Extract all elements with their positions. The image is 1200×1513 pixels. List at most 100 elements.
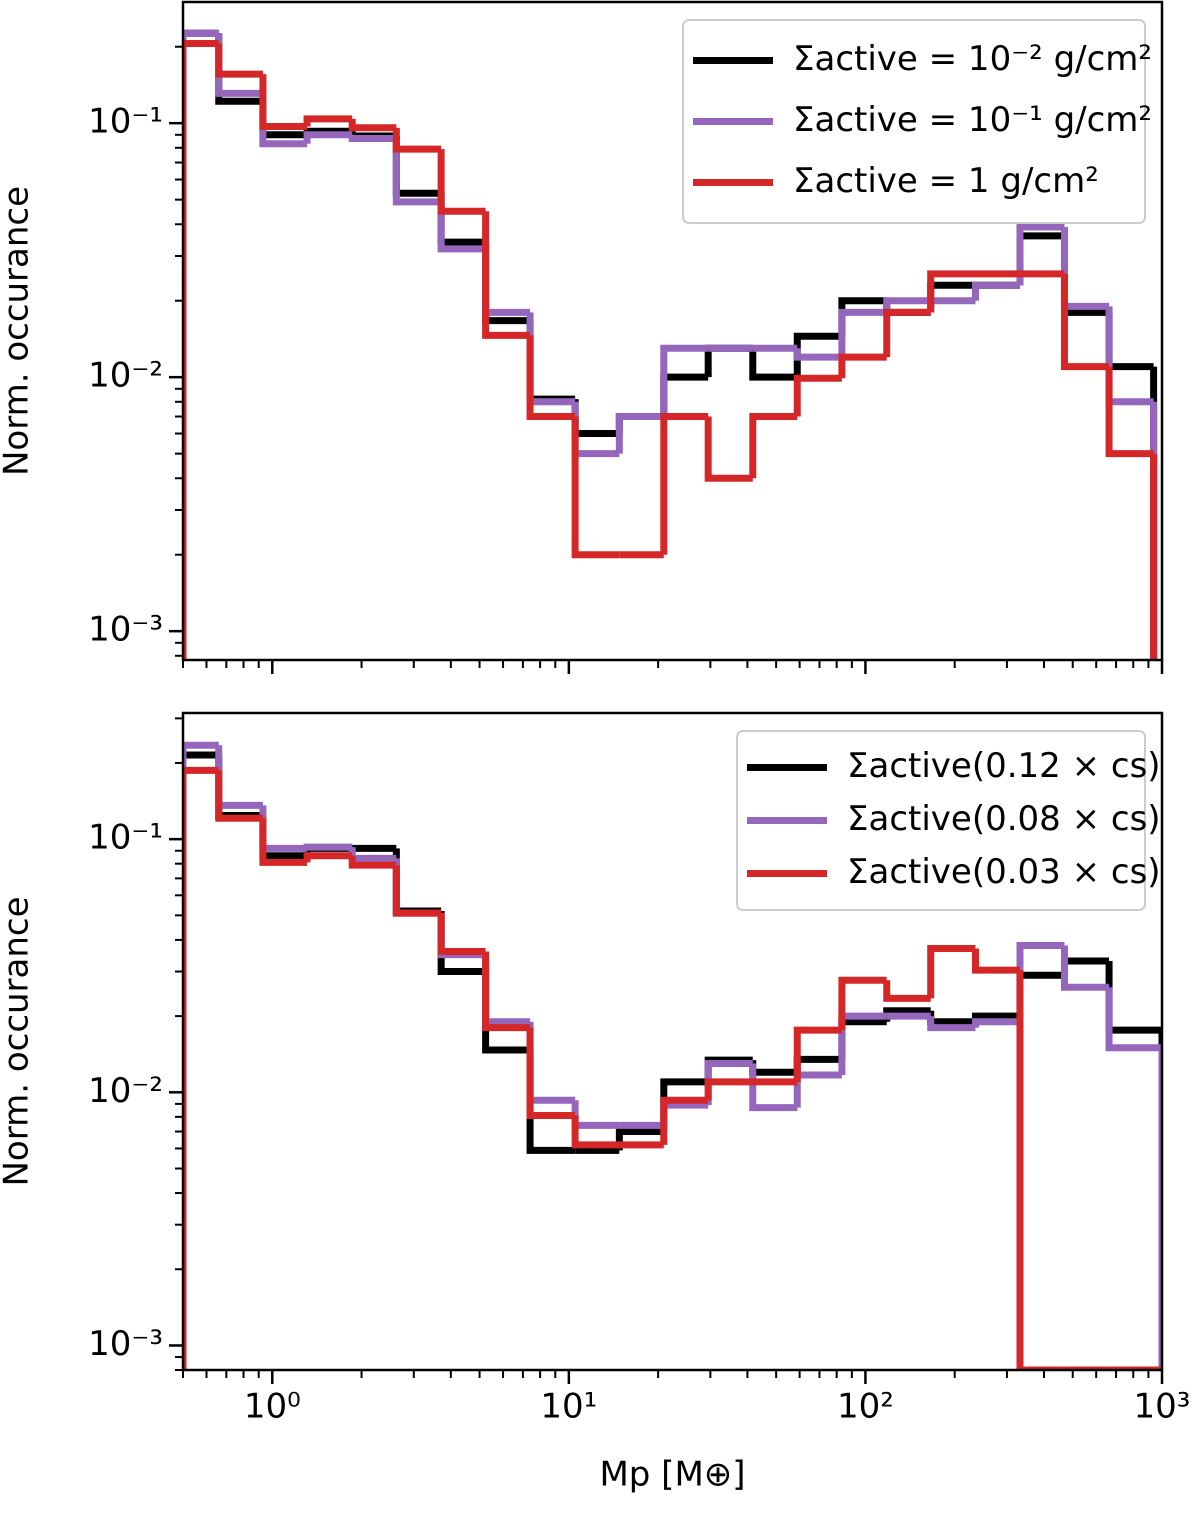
histogram-step bbox=[437, 149, 486, 215]
histogram-step bbox=[482, 211, 531, 339]
histogram-step bbox=[571, 1115, 620, 1149]
y-tick-label: 10⁻³ bbox=[88, 1324, 163, 1364]
histogram-step bbox=[303, 852, 353, 863]
histogram-step bbox=[838, 308, 887, 358]
histogram-step bbox=[1016, 223, 1065, 286]
histogram-step bbox=[215, 43, 263, 78]
histogram-step bbox=[749, 1060, 798, 1076]
histogram-step bbox=[1105, 312, 1154, 371]
histogram-step bbox=[1016, 970, 1065, 1370]
histogram-step bbox=[838, 353, 887, 379]
histogram-step bbox=[793, 1055, 842, 1073]
histogram-step bbox=[392, 858, 442, 917]
histogram-step bbox=[183, 29, 219, 660]
histogram-step bbox=[348, 855, 397, 869]
histogram-step bbox=[1016, 232, 1065, 286]
histogram-step bbox=[183, 751, 219, 1370]
histogram-step bbox=[215, 33, 263, 97]
histogram-step bbox=[793, 332, 842, 378]
histogram-step bbox=[348, 118, 397, 132]
histogram-step bbox=[1105, 306, 1154, 406]
histogram-step bbox=[1060, 227, 1110, 310]
histogram-step bbox=[526, 1027, 576, 1119]
histogram-step bbox=[660, 344, 709, 417]
histogram-step bbox=[348, 134, 397, 143]
legend-label: Σactive(0.03 × cs) bbox=[847, 852, 1161, 892]
histogram-step bbox=[1060, 945, 1110, 991]
histogram-step bbox=[838, 297, 887, 337]
histogram-step bbox=[437, 193, 486, 246]
histogram-step bbox=[303, 115, 353, 127]
histogram-step bbox=[259, 818, 308, 866]
histogram-step bbox=[1016, 942, 1065, 1022]
histogram-step bbox=[838, 976, 887, 1031]
histogram-step bbox=[927, 944, 976, 999]
histogram-step bbox=[971, 948, 1020, 974]
x-axis-label: Mp [M⊕] bbox=[599, 1455, 745, 1495]
y-tick-label: 10⁻² bbox=[88, 356, 163, 396]
histogram-step bbox=[704, 1078, 753, 1101]
histogram-step bbox=[660, 413, 709, 555]
histogram-step bbox=[571, 401, 620, 458]
histogram-step bbox=[392, 865, 442, 917]
histogram-step bbox=[259, 805, 308, 852]
histogram-step bbox=[183, 741, 219, 1370]
histogram-step bbox=[303, 131, 353, 144]
histogram-step bbox=[749, 1063, 798, 1112]
histogram-step bbox=[571, 399, 620, 438]
legend-box bbox=[682, 19, 1146, 224]
x-tick-label: 10¹ bbox=[540, 1387, 597, 1427]
legend-label: Σactive = 1 g/cm² bbox=[793, 161, 1099, 201]
histogram-step bbox=[1060, 273, 1110, 371]
plot-area bbox=[183, 741, 1162, 1370]
histogram-step bbox=[927, 1016, 976, 1032]
histogram-step bbox=[660, 1101, 709, 1126]
x-tick-label: 10² bbox=[837, 1387, 894, 1427]
y-tick-label: 10⁻¹ bbox=[88, 818, 163, 858]
histogram-step bbox=[971, 281, 1020, 301]
histogram-step bbox=[883, 308, 931, 358]
histogram-step bbox=[482, 951, 531, 1032]
histogram-step bbox=[1060, 957, 1110, 976]
histogram-step bbox=[392, 848, 442, 915]
y-axis-label: Norm. occurance bbox=[0, 186, 37, 476]
histogram-step bbox=[927, 1010, 976, 1026]
histogram-step bbox=[183, 29, 219, 660]
histogram-step bbox=[971, 1018, 1020, 1028]
histogram-step bbox=[704, 344, 753, 378]
histogram-step bbox=[392, 138, 442, 206]
y-tick-label: 10⁻² bbox=[88, 1071, 163, 1111]
histogram-step bbox=[392, 136, 442, 197]
histogram-step bbox=[1105, 961, 1162, 1034]
histogram-step bbox=[927, 270, 976, 313]
x-tick-label: 10³ bbox=[1134, 1387, 1191, 1427]
histogram-step bbox=[1016, 971, 1065, 1017]
histogram-step bbox=[526, 335, 576, 421]
histogram-step bbox=[526, 320, 576, 403]
histogram-step bbox=[526, 1021, 576, 1104]
histogram-step bbox=[215, 770, 263, 822]
histogram-step bbox=[1060, 235, 1110, 316]
legend-label: Σactive(0.08 × cs) bbox=[847, 799, 1161, 839]
histogram-step bbox=[183, 39, 219, 660]
histogram-step bbox=[571, 416, 620, 559]
histogram-step bbox=[482, 954, 531, 1026]
histogram-step bbox=[749, 413, 798, 479]
histogram-step bbox=[883, 980, 931, 1002]
legend-label: Σactive = 10⁻² g/cm² bbox=[793, 39, 1152, 79]
plot-area bbox=[183, 29, 1158, 660]
histogram-step bbox=[437, 913, 486, 955]
legend-label: Σactive = 10⁻¹ g/cm² bbox=[793, 100, 1152, 140]
histogram-step bbox=[793, 348, 842, 361]
panel: 10⁰ 10¹ 10² 10³ 10⁻³ 10⁻² 10⁻¹ Norm. occurance M… bbox=[0, 711, 1191, 1495]
histogram-step bbox=[838, 1018, 887, 1060]
histogram-step bbox=[482, 248, 531, 316]
y-tick-label: 10⁻¹ bbox=[88, 102, 163, 142]
x-tick-label: 10⁰ bbox=[244, 1387, 301, 1427]
histogram-step bbox=[615, 413, 664, 454]
histogram-step bbox=[437, 201, 486, 253]
histogram-step bbox=[793, 374, 842, 417]
legend-box bbox=[736, 730, 1146, 911]
histogram-step bbox=[215, 745, 263, 809]
